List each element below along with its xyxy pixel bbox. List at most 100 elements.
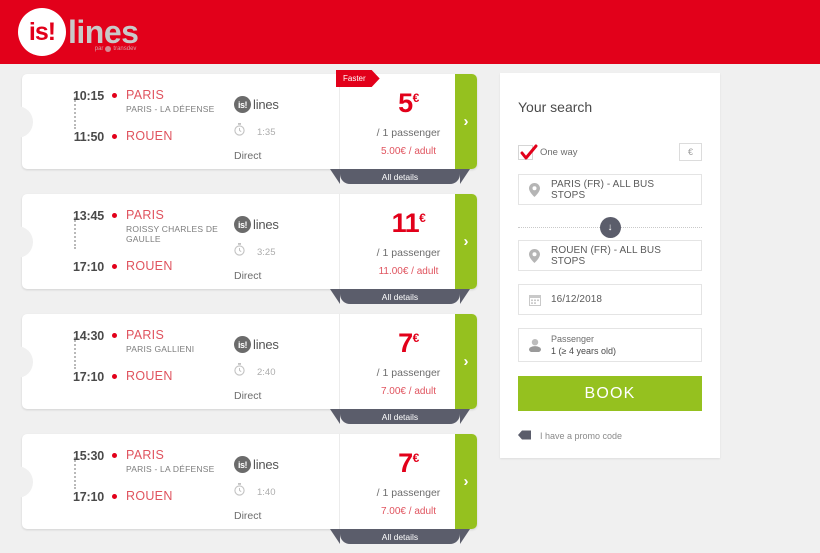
passenger-field[interactable]: Passenger 1 (≥ 4 years old) (518, 328, 702, 362)
currency-selector-button[interactable]: € (679, 143, 702, 161)
trip-price-per-adult: 7.00€ / adult (380, 506, 437, 517)
carrier-name: lines (253, 217, 279, 232)
select-trip-button[interactable]: › (455, 194, 477, 289)
trip-price-panel: 7€ / 1 passenger 7.00€ / adult (339, 434, 477, 529)
carrier-name: lines (253, 97, 279, 112)
check-icon (520, 144, 538, 159)
arrival-dot-icon (112, 494, 117, 499)
promo-code-label: I have a promo code (540, 431, 623, 441)
arrival-line: 17:10 ROUEN (62, 489, 234, 504)
trip-transfer-info: Direct (234, 510, 262, 522)
departure-dot-icon (112, 453, 117, 458)
transdev-dot-icon (105, 46, 112, 52)
trip-transfer-info: Direct (234, 270, 262, 282)
carrier-logo: is! lines (234, 216, 339, 233)
trip-transfer-info: Direct (234, 390, 262, 402)
departure-city: PARIS (126, 328, 165, 342)
arrival-time: 11:50 (73, 130, 104, 144)
trip-carrier: is! lines 1:35 Direct (234, 74, 339, 169)
trip-price-passengers: / 1 passenger (376, 127, 441, 139)
carrier-logo: is! lines (234, 336, 339, 353)
arrival-time: 17:10 (73, 370, 104, 384)
trip-price-amount: 7 (398, 328, 413, 358)
select-trip-button[interactable]: › (455, 314, 477, 409)
trip-price-panel: 11€ / 1 passenger 11.00€ / adult (339, 194, 477, 289)
schedule-gap (62, 474, 234, 489)
trip-price-panel: 5€ / 1 passenger 5.00€ / adult (339, 74, 477, 169)
select-trip-button[interactable]: › (455, 434, 477, 529)
carrier-badge-icon: is! (234, 216, 251, 233)
trip-result-row: 13:45 PARIS ROISSY CHARLES DE GAULLE 17:… (0, 184, 500, 304)
trip-price: 7€ (340, 450, 477, 477)
destination-field[interactable]: ROUEN (FR) - ALL BUS STOPS (518, 240, 702, 271)
isilines-logo[interactable]: is! lines par transdev (18, 8, 139, 56)
search-panel-title: Your search (518, 99, 593, 115)
departure-stop: PARIS GALLIENI (126, 344, 195, 354)
trip-duration-row: 2:40 (234, 363, 339, 381)
trip-card[interactable]: 14:30 PARIS PARIS GALLIENI 17:10 ROUEN i… (22, 314, 477, 409)
arrival-city: ROUEN (126, 369, 173, 383)
departure-line: 15:30 PARIS (62, 448, 234, 463)
departure-city: PARIS (126, 88, 165, 102)
arrival-city: ROUEN (126, 259, 173, 273)
search-panel: Your search One way € PARIS (FR) - ALL B… (500, 73, 720, 458)
select-trip-button[interactable]: › (455, 74, 477, 169)
passenger-value: 1 (≥ 4 years old) (551, 346, 616, 356)
schedule-gap (62, 244, 234, 259)
trip-duration-row: 1:35 (234, 123, 339, 141)
trip-price-currency: € (412, 451, 420, 465)
departure-time: 15:30 (73, 449, 104, 463)
swap-dash-right (620, 226, 702, 228)
swap-direction-button[interactable]: ↓ (599, 216, 621, 238)
all-details-tab[interactable]: All details (330, 529, 470, 544)
stopwatch-icon (234, 363, 245, 381)
origin-field[interactable]: PARIS (FR) - ALL BUS STOPS (518, 174, 702, 205)
swap-row: ↓ (518, 214, 702, 240)
date-value: 16/12/2018 (551, 294, 603, 305)
site-header: is! lines par transdev (0, 0, 820, 64)
one-way-option[interactable]: One way (518, 144, 578, 160)
trip-card[interactable]: 13:45 PARIS ROISSY CHARLES DE GAULLE 17:… (22, 194, 477, 289)
arrival-line: 17:10 ROUEN (62, 369, 234, 384)
arrival-time: 17:10 (73, 490, 104, 504)
arrival-city: ROUEN (126, 129, 173, 143)
trip-duration: 2:40 (257, 366, 276, 378)
trip-duration-row: 1:40 (234, 483, 339, 501)
chevron-right-icon: › (463, 233, 469, 250)
trip-price: 5€ (340, 90, 477, 117)
promo-code-link[interactable]: I have a promo code (518, 427, 702, 445)
logo-subtitle-pre: par (94, 46, 104, 52)
trip-result-row: 14:30 PARIS PARIS GALLIENI 17:10 ROUEN i… (0, 304, 500, 424)
trip-duration-row: 3:25 (234, 243, 339, 261)
stopwatch-icon (234, 123, 245, 141)
trip-card[interactable]: 10:15 PARIS PARIS - LA DÉFENSE 11:50 ROU… (22, 74, 477, 169)
schedule-connector-line (74, 457, 76, 489)
departure-stop: PARIS - LA DÉFENSE (126, 104, 215, 114)
location-pin-icon (529, 182, 545, 197)
departure-stop: PARIS - LA DÉFENSE (126, 464, 215, 474)
all-details-tab[interactable]: All details (330, 289, 470, 304)
carrier-badge-icon: is! (234, 96, 251, 113)
logo-circle-text: is! (28, 17, 56, 46)
trip-duration: 1:40 (257, 486, 276, 498)
trip-schedule: 13:45 PARIS ROISSY CHARLES DE GAULLE 17:… (22, 194, 234, 289)
trip-result-row: 15:30 PARIS PARIS - LA DÉFENSE 17:10 ROU… (0, 424, 500, 544)
arrival-time: 17:10 (73, 260, 104, 274)
trip-card[interactable]: 15:30 PARIS PARIS - LA DÉFENSE 17:10 ROU… (22, 434, 477, 529)
all-details-tab[interactable]: All details (330, 409, 470, 424)
departure-line: 13:45 PARIS (62, 208, 234, 223)
trip-schedule: 15:30 PARIS PARIS - LA DÉFENSE 17:10 ROU… (22, 434, 234, 529)
trip-price-per-adult: 7.00€ / adult (380, 386, 437, 397)
all-details-tab[interactable]: All details (330, 169, 470, 184)
trip-result-row: 10:15 PARIS PARIS - LA DÉFENSE 11:50 ROU… (0, 64, 500, 184)
trip-schedule: 10:15 PARIS PARIS - LA DÉFENSE 11:50 ROU… (22, 74, 234, 169)
book-button[interactable]: BOOK (518, 376, 702, 411)
carrier-logo: is! lines (234, 96, 339, 113)
date-field[interactable]: 16/12/2018 (518, 284, 702, 315)
departure-dot-icon (112, 333, 117, 338)
trip-price-per-adult: 5.00€ / adult (380, 146, 437, 157)
one-way-checkbox[interactable] (518, 144, 538, 160)
trip-price-currency: € (419, 211, 426, 225)
schedule-connector-line (74, 97, 76, 129)
carrier-badge-icon: is! (234, 336, 251, 353)
